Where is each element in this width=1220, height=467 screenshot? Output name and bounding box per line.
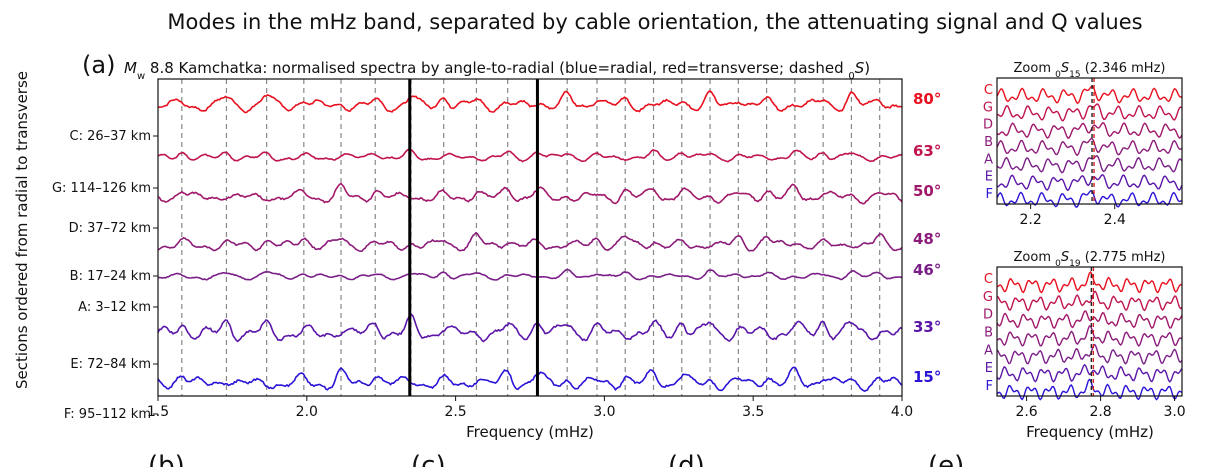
figure-title: Modes in the mHz band, separated by cabl… <box>167 10 1142 34</box>
x-tick-label: 4.0 <box>891 404 913 420</box>
zoom-label-E: E <box>985 170 993 185</box>
panel-letter: (a) <box>82 51 115 79</box>
y-tick-label-B: B: 17–24 km <box>70 269 151 284</box>
zoom-label-D: D <box>983 118 993 133</box>
zoom-label-A: A <box>984 152 993 167</box>
series-line-D <box>157 182 903 205</box>
y-tick-label-F: F: 95–112 km <box>64 407 151 422</box>
zoom-series-C <box>996 85 1183 105</box>
bottom-letter: (e) <box>928 451 964 467</box>
zoom-series-F <box>996 190 1183 209</box>
zoom-series-D <box>996 122 1183 139</box>
zoom-label-E: E <box>985 361 993 376</box>
zoom-x-tick-label: 3.0 <box>1163 404 1185 420</box>
x-tick-label: 3.5 <box>742 404 764 420</box>
zoom-series-E <box>996 173 1183 192</box>
zoom-label-B: B <box>984 326 993 341</box>
zoom-label-A: A <box>984 343 993 358</box>
zoom-series-G <box>996 290 1183 312</box>
main-axes-frame <box>157 78 903 397</box>
bottom-letter: (d) <box>668 451 705 467</box>
zoom-label-B: B <box>984 135 993 150</box>
zoom-series-A <box>996 154 1183 174</box>
x-tick-label: 3.0 <box>593 404 615 420</box>
zoom2-x-axis-label: Frequency (mHz) <box>1026 423 1154 441</box>
zoom-x-tick-label: 2.6 <box>1015 404 1037 420</box>
y-tick-label-A: A: 3–12 km <box>78 300 151 315</box>
zoom-series-E <box>996 363 1183 383</box>
main-x-axis-label: Frequency (mHz) <box>466 423 594 441</box>
series-line-A <box>157 268 902 281</box>
series-line-B <box>157 231 903 253</box>
zoom-series-D <box>996 310 1183 330</box>
zoom-label-C: C <box>984 83 993 98</box>
zoom-label-G: G <box>983 100 993 115</box>
zoom-frame <box>996 77 1183 205</box>
main-plot: C: 26–37 km 80° G: 114–126 km 63° D: 37–72 k… <box>52 78 941 422</box>
x-tick-label: 1.5 <box>147 404 169 420</box>
panel-title-text: Mw 8.8 Kamchatka: normalised spectra by … <box>124 59 870 82</box>
y-tick-label-C: C: 26–37 km <box>70 129 152 144</box>
angle-label-G: 63° <box>913 142 941 160</box>
zoom-x-tick-label: 2.2 <box>1020 212 1042 228</box>
bottom-panel-letters: (b) (c) (d) (e) <box>148 451 964 467</box>
bottom-letter: (c) <box>411 451 446 467</box>
zoom-label-F: F <box>986 187 993 202</box>
bottom-letter: (b) <box>148 451 185 467</box>
angle-label-C: 80° <box>913 90 941 108</box>
series-line-G <box>157 148 903 163</box>
y-tick-label-D: D: 37–72 km <box>69 221 151 236</box>
zoom-x-tick-label: 2.8 <box>1089 404 1111 420</box>
series-line-E <box>157 313 903 343</box>
zoom-x-tick-label: 2.4 <box>1104 212 1126 228</box>
zoom-series-A <box>996 343 1183 365</box>
zoom-series-B <box>996 325 1183 347</box>
angle-label-E: 33° <box>913 318 941 336</box>
zoom-series-C <box>996 271 1183 294</box>
y-tick-label-E: E: 72–84 km <box>70 357 151 372</box>
zoom-label-D: D <box>983 308 993 323</box>
series-line-C <box>157 89 903 114</box>
zoom-label-G: G <box>983 290 993 305</box>
zoom-series-F <box>996 378 1183 401</box>
zoom-title: Zoom 0S15 (2.346 mHz) <box>1014 61 1166 80</box>
zoom-label-C: C <box>984 272 993 287</box>
angle-label-A: 46° <box>913 261 941 279</box>
x-tick-label: 2.0 <box>296 404 318 420</box>
zoom-series-B <box>996 137 1183 157</box>
zoom-label-F: F <box>986 379 993 394</box>
angle-label-F: 15° <box>913 368 941 386</box>
y-tick-label-G: G: 114–126 km <box>52 181 151 196</box>
zoom-title: Zoom 0S19 (2.775 mHz) <box>1014 250 1166 269</box>
zoom-series-G <box>996 103 1183 122</box>
y-axis-label: Sections ordered from radial to transver… <box>13 71 31 389</box>
series-line-F <box>157 366 903 392</box>
panel-title: Mw 8.8 Kamchatka: normalised spectra by … <box>124 59 870 82</box>
zoom-frame <box>996 266 1183 397</box>
angle-label-B: 48° <box>913 230 941 248</box>
x-tick-label: 2.5 <box>444 404 466 420</box>
angle-label-D: 50° <box>913 182 941 200</box>
